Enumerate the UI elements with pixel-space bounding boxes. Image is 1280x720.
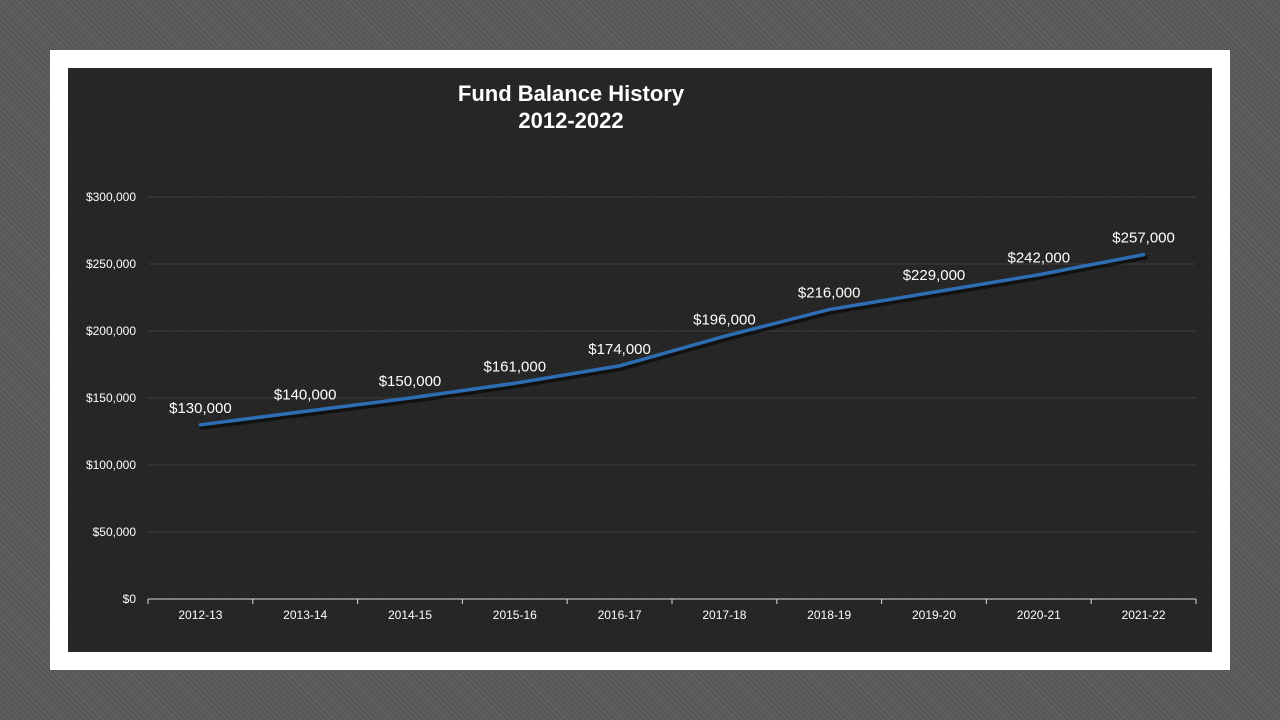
data-point [513, 381, 517, 385]
data-point [827, 308, 831, 312]
chart-subtitle: 2012-2022 [518, 108, 624, 133]
x-tick-label: 2015-16 [493, 608, 537, 622]
x-tick-label: 2018-19 [807, 608, 851, 622]
y-tick-label: $300,000 [86, 190, 136, 204]
x-tick-label: 2016-17 [598, 608, 642, 622]
data-label: $216,000 [798, 285, 861, 302]
y-tick-label: $200,000 [86, 324, 136, 338]
x-tick-label: 2019-20 [912, 608, 956, 622]
x-tick-label: 2020-21 [1017, 608, 1061, 622]
data-label: $257,000 [1112, 230, 1175, 247]
data-point [303, 409, 307, 413]
data-label: $130,000 [169, 400, 232, 417]
chart-area: Fund Balance History 2012-2022 $0 $50,000… [68, 68, 1212, 652]
data-label: $174,000 [588, 341, 651, 358]
data-label: $140,000 [274, 386, 337, 403]
data-label: $229,000 [903, 267, 966, 284]
data-point [408, 396, 412, 400]
data-label: $196,000 [693, 311, 756, 328]
data-point [1037, 273, 1041, 277]
data-label: $161,000 [484, 358, 547, 375]
x-tick-label: 2014-15 [388, 608, 432, 622]
data-point [1142, 253, 1146, 257]
y-tick-label: $250,000 [86, 257, 136, 271]
x-tick-label: 2021-22 [1122, 608, 1166, 622]
data-point [722, 334, 726, 338]
y-tick-label: $50,000 [93, 525, 137, 539]
y-tick-label: $150,000 [86, 391, 136, 405]
x-tick-label: 2012-13 [178, 608, 222, 622]
x-tick-label: 2017-18 [702, 608, 746, 622]
data-point [932, 290, 936, 294]
line-chart: $0 $50,000 $100,000 $150,000 $200,000 $250,00… [86, 190, 1197, 622]
data-point [618, 364, 622, 368]
y-tick-label: $100,000 [86, 458, 136, 472]
series-line [198, 252, 1146, 427]
data-label: $242,000 [1008, 250, 1071, 267]
data-point [198, 423, 202, 427]
chart-title: Fund Balance History [457, 81, 685, 106]
series-line-shadow [199, 254, 1148, 430]
chart-title-block: Fund Balance History 2012-2022 [68, 80, 1212, 134]
x-tick-label: 2013-14 [283, 608, 327, 622]
data-label: $150,000 [379, 373, 442, 390]
y-tick-label: $0 [123, 592, 137, 606]
